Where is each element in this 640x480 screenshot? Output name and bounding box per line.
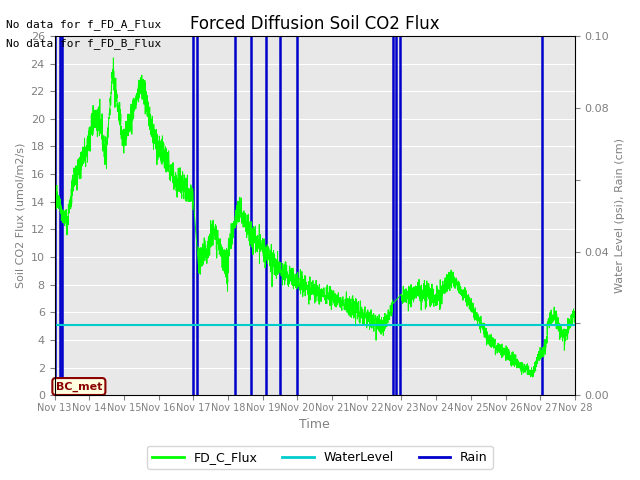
Text: BC_met: BC_met xyxy=(56,382,102,392)
Text: No data for f_FD_B_Flux: No data for f_FD_B_Flux xyxy=(6,38,162,49)
Y-axis label: Water Level (psi), Rain (cm): Water Level (psi), Rain (cm) xyxy=(615,138,625,293)
Y-axis label: Soil CO2 Flux (umol/m2/s): Soil CO2 Flux (umol/m2/s) xyxy=(15,143,25,288)
Title: Forced Diffusion Soil CO2 Flux: Forced Diffusion Soil CO2 Flux xyxy=(190,15,440,33)
Text: No data for f_FD_A_Flux: No data for f_FD_A_Flux xyxy=(6,19,162,30)
Legend: FD_C_Flux, WaterLevel, Rain: FD_C_Flux, WaterLevel, Rain xyxy=(147,446,493,469)
X-axis label: Time: Time xyxy=(300,419,330,432)
